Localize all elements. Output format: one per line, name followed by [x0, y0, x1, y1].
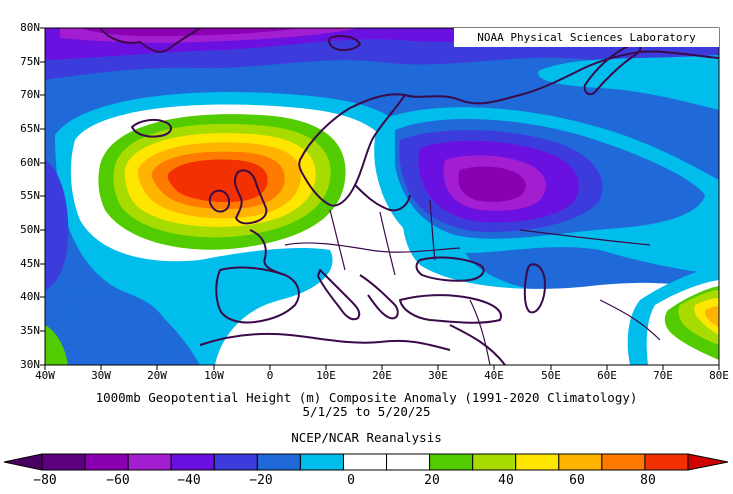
colorbar-tick: 40: [498, 473, 514, 488]
colorbar-swatch: [429, 453, 474, 471]
colorbar-tick: 20: [424, 473, 440, 488]
colorbar-swatch: [256, 453, 301, 471]
lat-label: 60N: [20, 156, 40, 169]
colorbar-swatch: [386, 453, 431, 471]
lon-label: 60E: [597, 369, 617, 382]
colorbar-swatch: [299, 453, 344, 471]
lon-label: 10E: [316, 369, 336, 382]
east-low-core: [458, 166, 526, 202]
se-high-orange: [705, 306, 719, 328]
lat-label: 50N: [20, 223, 40, 236]
lat-label: 55N: [20, 189, 40, 202]
map-title: 1000mb Geopotential Height (m) Composite…: [95, 390, 638, 405]
colorbar-low-arrow: [3, 453, 43, 471]
lon-label: 40W: [35, 369, 55, 382]
credit-label: NOAA Physical Sciences Laboratory: [454, 28, 719, 47]
coastlines: [99, 28, 719, 365]
colorbar-tick: 0: [347, 473, 355, 488]
lon-ticks: [44, 365, 720, 370]
lon-label: 40E: [484, 369, 504, 382]
lat-label: 80N: [20, 21, 40, 34]
lon-label: 70E: [653, 369, 673, 382]
lon-label: 10W: [204, 369, 224, 382]
lat-ticks: [40, 27, 45, 366]
lat-label: 45N: [20, 257, 40, 270]
polar-low-core2: [80, 28, 300, 36]
lon-label: 80E: [709, 369, 729, 382]
lat-label: 70N: [20, 88, 40, 101]
lon-label: 20W: [147, 369, 167, 382]
west-edge-blue: [45, 160, 69, 290]
sw-blue-lobe: [58, 288, 171, 365]
colorbar-swatch: [84, 453, 129, 471]
colorbar-tick: 80: [640, 473, 656, 488]
colorbar-swatch: [472, 453, 517, 471]
lon-label: 30E: [428, 369, 448, 382]
sw-green: [45, 325, 68, 365]
lat-label: 30N: [20, 358, 40, 371]
colorbar-tick: −80: [33, 473, 57, 488]
lat-label: 75N: [20, 55, 40, 68]
colorbar-swatch: [213, 453, 258, 471]
colorbar-tick: 60: [569, 473, 585, 488]
lon-label: 50E: [541, 369, 561, 382]
lon-label: 30W: [91, 369, 111, 382]
colorbar-swatch: [644, 453, 689, 471]
lon-label: 0: [266, 369, 274, 382]
colorbar-swatch: [558, 453, 603, 471]
lon-label: 20E: [372, 369, 392, 382]
colorbar-tick: −20: [249, 473, 273, 488]
colorbar-swatch: [170, 453, 215, 471]
lat-label: 35N: [20, 324, 40, 337]
colorbar-swatch: [601, 453, 646, 471]
colorbar-tick: −60: [106, 473, 130, 488]
colorbar-tick: −40: [177, 473, 201, 488]
colorbar-swatch: [41, 453, 86, 471]
colorbar: [3, 453, 729, 471]
date-range: 5/1/25 to 5/20/25: [302, 404, 431, 419]
colorbar-swatch: [515, 453, 560, 471]
colorbar-high-arrow: [687, 453, 729, 471]
colorbar-swatch: [127, 453, 172, 471]
colorbar-swatch: [342, 453, 388, 471]
lat-label: 65N: [20, 122, 40, 135]
dataset-label: NCEP/NCAR Reanalysis: [291, 430, 442, 445]
lat-label: 40N: [20, 290, 40, 303]
